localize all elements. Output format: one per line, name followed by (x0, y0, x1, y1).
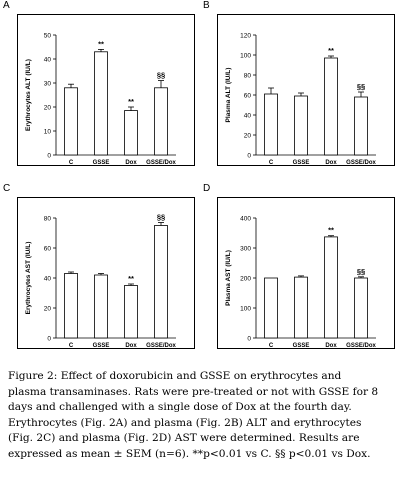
x-tick-label: C (269, 343, 274, 349)
y-axis-label: Erythrocytes AST (IU/L) (25, 242, 32, 315)
bar (124, 285, 138, 339)
panel-a: A 0 10 20 30 40 50 Erythrocytes ALT (IU/L) C ** G… (0, 0, 200, 172)
bar (94, 274, 108, 339)
bar (264, 93, 278, 156)
x-tick-label: C (269, 160, 274, 166)
y-tick-label: 80 (244, 73, 252, 80)
y-tick-label: 0 (247, 153, 251, 160)
x-tick-label: GSSE (93, 160, 110, 166)
y-tick-label: 50 (44, 33, 52, 40)
y-tick-label: 20 (44, 306, 52, 313)
x-tick-label: GSSE/Dox (146, 160, 176, 166)
bar (154, 87, 168, 156)
x-tick-label: GSSE (293, 343, 310, 349)
significance-label: ** (128, 97, 134, 106)
y-tick-label: 40 (244, 113, 252, 120)
y-tick-label: 400 (240, 216, 251, 223)
y-tick-label: 100 (240, 306, 251, 313)
y-tick-label: 0 (47, 153, 51, 160)
figure-caption: Figure 2: Effect of doxorubicin and GSSE… (8, 369, 402, 463)
x-tick-label: GSSE/Dox (146, 343, 176, 349)
y-tick-label: 20 (244, 133, 252, 140)
significance-label: ** (328, 226, 334, 235)
x-tick-label: GSSE/Dox (346, 343, 376, 349)
y-tick-label: 20 (44, 105, 52, 112)
y-axis-label: Plasma ALT (IU/L) (225, 68, 232, 123)
y-tick-label: 0 (247, 336, 251, 343)
x-tick-label: Dox (125, 160, 137, 166)
x-tick-label: Dox (325, 160, 337, 166)
panel-letter: D (203, 183, 211, 194)
bar (264, 277, 278, 339)
x-tick-label: GSSE (93, 343, 110, 349)
y-tick-label: 40 (44, 276, 52, 283)
caption-line: plasma transaminases. Rats were pre-trea… (8, 385, 379, 398)
significance-label: §§ (157, 213, 165, 222)
bar (64, 87, 78, 156)
bar-chart: 0 10 20 30 40 50 Erythrocytes ALT (IU/L) C ** GSS… (25, 33, 176, 167)
bar (94, 51, 108, 156)
y-tick-label: 30 (44, 81, 52, 88)
x-tick-label: Dox (325, 343, 337, 349)
y-tick-label: 40 (44, 57, 52, 64)
y-tick-label: 120 (240, 33, 251, 40)
y-tick-label: 80 (44, 216, 52, 223)
y-tick-label: 100 (240, 53, 251, 60)
significance-label: ** (128, 274, 134, 283)
caption-line: Erythrocytes (Fig. 2A) and plasma (Fig. … (8, 416, 362, 429)
x-tick-label: C (69, 160, 74, 166)
panel-letter: B (203, 0, 210, 11)
panel-c: C 0 20 40 60 80 Erythrocytes AST (IU/L) C GSSE *… (0, 183, 200, 355)
x-tick-label: Dox (125, 343, 137, 349)
y-tick-label: 300 (240, 246, 251, 253)
bar (324, 236, 338, 339)
panel-letter: A (3, 0, 10, 11)
bar (294, 276, 308, 339)
significance-label: ** (328, 46, 334, 55)
y-tick-label: 60 (44, 246, 52, 253)
bar (294, 95, 308, 156)
bar (324, 57, 338, 156)
significance-label: ** (98, 39, 104, 48)
significance-label: §§ (357, 82, 365, 91)
y-tick-label: 200 (240, 276, 251, 283)
bar-chart: 0 100 200 300 400 Plasma AST (IU/L) C GSSE ** Dox… (225, 216, 376, 350)
y-axis-label: Erythrocytes ALT (IU/L) (25, 59, 32, 131)
caption-line: expressed as mean ± SEM (n=6). **p<0.01 … (8, 447, 371, 460)
y-tick-label: 0 (47, 336, 51, 343)
x-tick-label: C (69, 343, 74, 349)
y-tick-label: 10 (44, 129, 52, 136)
bar (354, 277, 368, 339)
bar-chart: 0 20 40 60 80 100 120 Plasma ALT (IU/L) C GSSE ** D… (225, 33, 376, 167)
y-axis-label: Plasma AST (IU/L) (225, 250, 232, 306)
caption-line: (Fig. 2C) and plasma (Fig. 2D) AST were … (8, 432, 360, 445)
x-tick-label: GSSE (293, 160, 310, 166)
caption-line: Figure 2: Effect of doxorubicin and GSSE… (8, 370, 342, 382)
panel-letter: C (3, 183, 11, 194)
bar (124, 110, 138, 156)
bar (354, 96, 368, 156)
y-tick-label: 60 (244, 93, 252, 100)
panel-d: D 0 100 200 300 400 Plasma AST (IU/L) C GSSE ** D… (200, 183, 400, 355)
significance-label: §§ (357, 267, 365, 276)
bar (154, 225, 168, 339)
significance-label: §§ (157, 71, 165, 80)
bar (64, 273, 78, 339)
bar-chart: 0 20 40 60 80 Erythrocytes AST (IU/L) C GSSE ** D… (25, 213, 176, 350)
caption-line: days and challenged with a single dose o… (8, 401, 352, 414)
panel-b: B 0 20 40 60 80 100 120 Plasma ALT (IU/L) C GSSE *… (200, 0, 400, 172)
x-tick-label: GSSE/Dox (346, 160, 376, 166)
